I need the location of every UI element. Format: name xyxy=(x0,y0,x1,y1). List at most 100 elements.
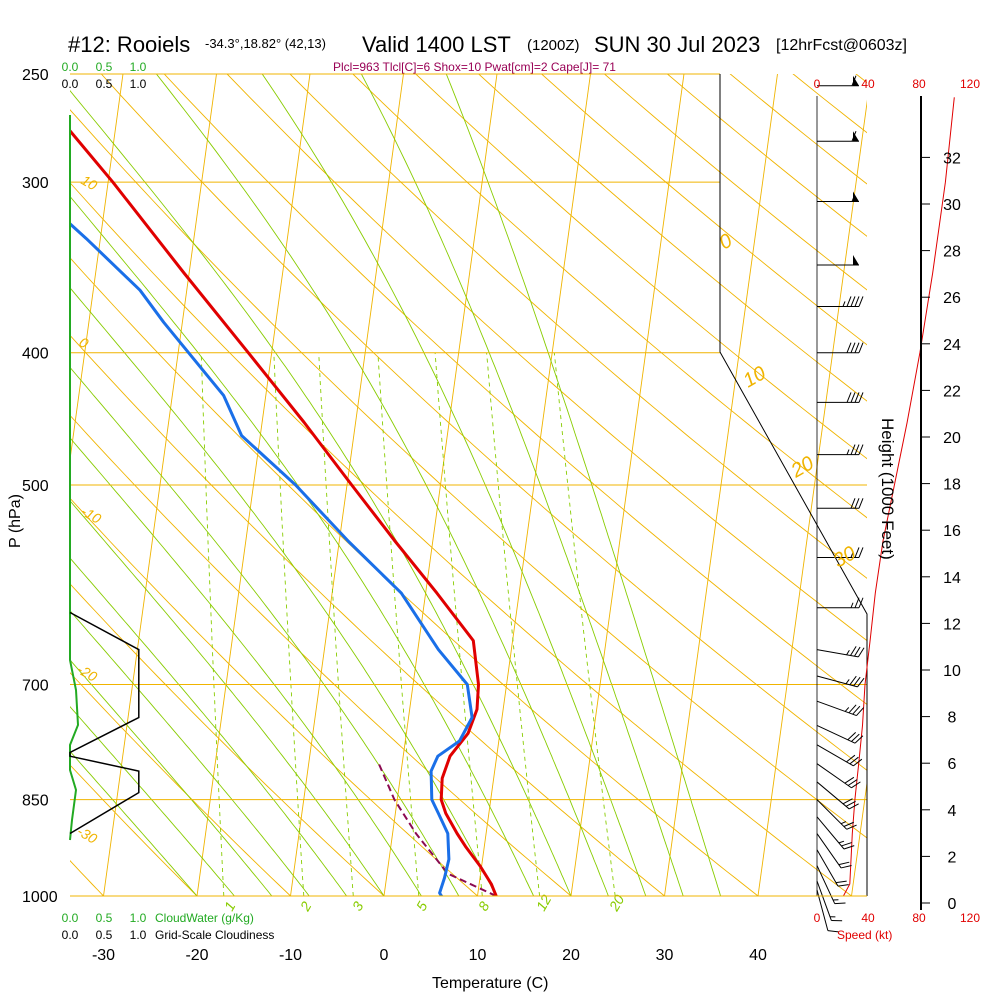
dry-adiabat-line xyxy=(163,74,867,706)
station-title: #12: Rooiels xyxy=(68,32,190,57)
height-tick-label: 14 xyxy=(943,570,961,587)
wind-barb-staff xyxy=(816,724,856,744)
wind-speed-line xyxy=(842,97,955,897)
wind-barb-half xyxy=(842,301,846,307)
profile-lines xyxy=(70,128,498,896)
wind-barb xyxy=(817,254,859,266)
wind-barb-full xyxy=(854,498,860,509)
wind-barb-full xyxy=(851,733,860,742)
temperature-line xyxy=(70,128,498,896)
wind-barb-full xyxy=(846,296,852,307)
pressure-tick-400: 400 xyxy=(22,346,49,363)
station-coords: -34.3°,18.82° (42,13) xyxy=(205,36,326,51)
wind-barb-staff xyxy=(816,849,839,887)
wind-barb-full xyxy=(846,392,852,403)
wind-barb-half xyxy=(845,679,850,685)
wind-barb-full xyxy=(850,646,857,656)
wind-barb-full xyxy=(854,444,860,455)
wind-barb xyxy=(816,849,849,887)
wind-barb-half xyxy=(840,821,847,825)
dry-adiabat-line xyxy=(100,74,867,771)
cloudiness-label: Grid-Scale Cloudiness xyxy=(155,928,274,942)
cloud-scale-bottom-green: 1.0 xyxy=(130,911,147,925)
height-tick-label: 0 xyxy=(948,896,957,913)
wind-barb-full xyxy=(834,902,846,905)
wind-barb-full xyxy=(858,342,864,353)
dry-adiabat-line xyxy=(70,672,292,896)
dry-adiabat-line xyxy=(70,764,198,896)
wind-barb-full xyxy=(857,677,865,688)
isotherm-line xyxy=(70,74,124,463)
wind-barb xyxy=(816,675,865,688)
moist-adiabat-line xyxy=(70,287,497,896)
wind-barb xyxy=(816,781,859,810)
height-tick-label: 26 xyxy=(943,290,961,307)
wind-barb xyxy=(817,75,859,87)
wind-barb-full xyxy=(858,444,864,455)
wind-barb-full xyxy=(837,884,849,887)
speed-tick-bottom: 120 xyxy=(960,911,980,925)
y-axis-title: P (hPa) xyxy=(7,494,24,548)
wind-barb-full xyxy=(854,296,860,307)
height-tick-label: 24 xyxy=(943,337,961,354)
wind-barb-full xyxy=(854,547,860,558)
x-tick-label: -10 xyxy=(279,947,302,964)
wind-barb-full xyxy=(846,342,852,353)
wind-barb-full xyxy=(853,758,863,767)
wind-barb-full xyxy=(851,781,861,789)
wind-barb-full xyxy=(853,646,861,657)
parcel-line xyxy=(377,763,497,896)
height-tick-label: 16 xyxy=(943,523,961,540)
wind-barb xyxy=(817,444,864,456)
wind-barb-full xyxy=(850,342,856,353)
moist-adiabat-label: 0 xyxy=(716,230,737,255)
wind-barb-flag xyxy=(853,254,859,265)
x-tick-label: -20 xyxy=(185,947,208,964)
cloud-panel xyxy=(69,115,140,841)
cloud-scale-bottom-black: 0.5 xyxy=(96,928,113,942)
wind-barb-full xyxy=(835,880,847,884)
speed-tick-top: 0 xyxy=(814,77,821,91)
dewpoint-line xyxy=(70,221,474,896)
dry-adiabat-label: 10 xyxy=(79,172,101,194)
wind-barb-full xyxy=(853,676,861,687)
mixing-ratio-label: 12 xyxy=(533,892,555,914)
dry-adiabat-line xyxy=(226,74,867,642)
wind-barb xyxy=(816,744,863,767)
wind-barb-full xyxy=(846,754,856,763)
x-tick-label: 10 xyxy=(469,947,487,964)
moist-adiabat-line xyxy=(70,609,310,896)
x-tick-label: 40 xyxy=(749,947,767,964)
moist-adiabat-line xyxy=(261,74,647,896)
speed-tick-top: 120 xyxy=(960,77,980,91)
moist-adiabat-line xyxy=(70,195,535,896)
wind-barb xyxy=(817,597,864,609)
wind-barb-full xyxy=(845,800,856,807)
height-tick-label: 28 xyxy=(943,244,961,261)
wind-barb-full xyxy=(840,864,852,869)
cloud-scale-top-green: 0.0 xyxy=(62,60,79,74)
wind-barb xyxy=(816,646,865,658)
plot-boundary xyxy=(719,74,868,896)
wind-barb-full xyxy=(846,824,857,830)
moist-adiabat-label: 30 xyxy=(830,542,860,572)
wind-barb-staff xyxy=(816,865,836,904)
dry-adiabat-line xyxy=(70,583,385,896)
moist-adiabat-line xyxy=(70,750,198,896)
wind-barb-full xyxy=(843,821,854,827)
cloudwater-label: CloudWater (g/Kg) xyxy=(155,911,254,925)
cloud-scale-top-green: 1.0 xyxy=(130,60,147,74)
wind-barb xyxy=(817,547,864,558)
pressure-tick-300: 300 xyxy=(22,175,49,192)
cloud-scale-bottom-black: 1.0 xyxy=(130,928,147,942)
mixing-ratio-label: 20 xyxy=(605,892,627,915)
wind-barb-full xyxy=(844,776,855,784)
forecast-info: [12hrFcst@0603z] xyxy=(776,37,907,54)
mixing-ratio-line xyxy=(273,352,305,896)
mixing-ratio-label: 5 xyxy=(413,899,431,914)
wind-barb-staff xyxy=(816,816,845,850)
pressure-tick-500: 500 xyxy=(22,478,49,495)
wind-barb xyxy=(816,880,843,922)
dry-adiabat-line xyxy=(478,74,867,402)
